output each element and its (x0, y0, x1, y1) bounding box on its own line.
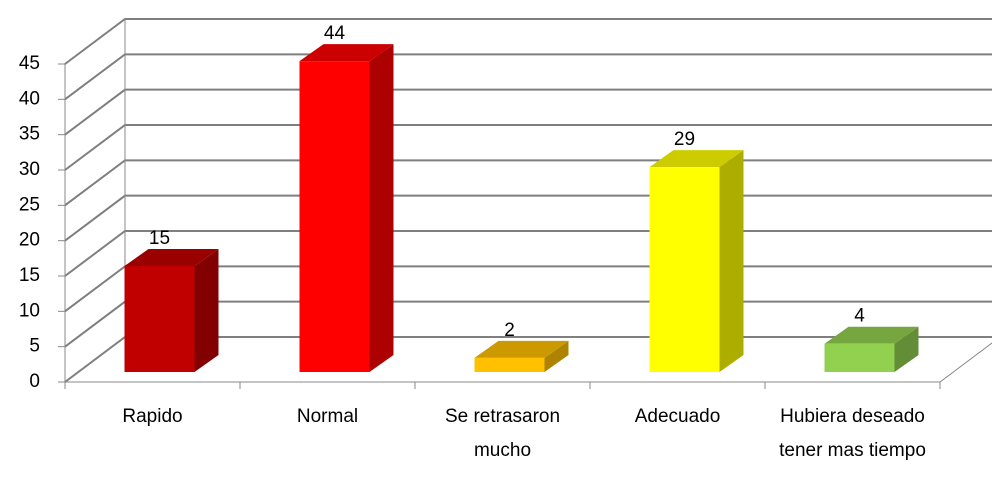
bar-front (299, 61, 370, 373)
bar-top (474, 340, 569, 358)
grid-line (64, 88, 992, 136)
x-tick-label: Normal (296, 406, 359, 427)
bar-top (649, 150, 744, 168)
bar (124, 249, 219, 372)
grid-line (64, 194, 992, 242)
y-tick-label: 15 (19, 265, 40, 286)
bar-side (894, 326, 919, 372)
grid-line (64, 53, 992, 101)
x-tick-label: Hubiera deseado tener mas tiempo (779, 406, 926, 461)
y-tick-label: 30 (19, 159, 40, 180)
grid-line (64, 159, 992, 207)
bar-side (544, 340, 569, 372)
bar-front (474, 357, 545, 372)
bar-side (369, 44, 394, 373)
value-label: 15 (149, 228, 170, 249)
value-label: 44 (324, 23, 346, 44)
bar-front (649, 167, 720, 372)
x-tick-label: Rapido (122, 406, 183, 427)
x-tick-label: Se retrasaron mucho (444, 406, 561, 461)
y-tick-label: 10 (19, 300, 40, 321)
bar (649, 150, 744, 372)
bar-top (824, 326, 919, 344)
bar-front (824, 343, 895, 372)
bar (824, 326, 919, 372)
y-tick-label: 5 (29, 336, 40, 357)
bar-front (124, 266, 195, 372)
y-tick-label: 40 (19, 88, 40, 109)
floor-edge (939, 342, 992, 383)
bar-top (124, 249, 219, 266)
bar-side (719, 150, 744, 372)
bar-top (299, 44, 394, 62)
value-label: 2 (504, 320, 515, 341)
value-label: 29 (674, 129, 695, 150)
grid-line (64, 124, 992, 171)
grid-line (64, 18, 992, 65)
bar-side (194, 249, 219, 372)
y-tick-label: 45 (19, 53, 40, 74)
y-tick-label: 20 (19, 230, 40, 251)
y-tick-label: 25 (19, 194, 40, 215)
bar (299, 44, 394, 373)
y-tick-label: 0 (29, 371, 40, 392)
x-tick-label: Adecuado (634, 406, 721, 427)
bar (474, 340, 569, 372)
y-tick-label: 35 (19, 124, 40, 145)
value-label: 4 (854, 306, 865, 327)
